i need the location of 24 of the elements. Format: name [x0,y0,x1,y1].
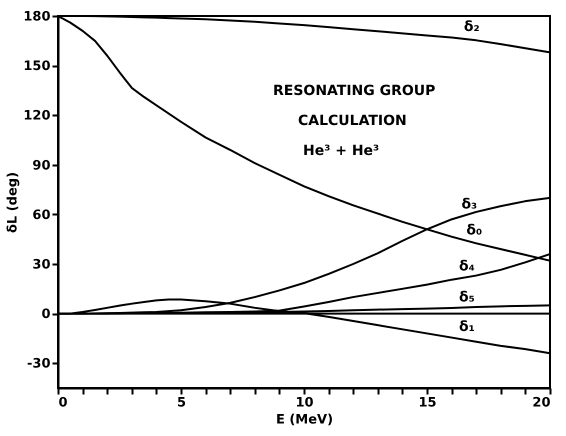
y-tick-label: 120 [23,108,50,124]
y-tick-label: 90 [32,158,50,174]
y-tick-label: 180 [23,10,50,24]
series-label: δ₃ [461,196,478,212]
x-tick-label: 5 [176,396,186,410]
series-label: δ₅ [458,289,475,306]
annotation: CALCULATION [298,113,407,129]
annotation: He³ + He³ [303,143,380,159]
y-tick-label: 0 [41,307,50,322]
series-label: δ₄ [458,258,475,275]
x-tick-label: 0 [58,396,68,410]
y-tick-label: 60 [32,208,50,223]
x-tick-label: 20 [532,396,550,410]
annotation: RESONATING GROUP [273,83,436,99]
y-tick-label: 150 [23,59,50,74]
x-tick-label: 15 [418,396,437,410]
series-label: δ₀ [466,222,482,238]
x-tick-label: 10 [295,396,314,410]
y-tick-label: 30 [32,258,50,272]
series-label: δ₁ [458,318,475,335]
y-axis-title: δL (deg) [5,172,20,234]
x-axis-title: E (MeV) [276,412,334,428]
y-tick-label: -30 [27,356,50,372]
series-label: δ₂ [464,18,480,35]
